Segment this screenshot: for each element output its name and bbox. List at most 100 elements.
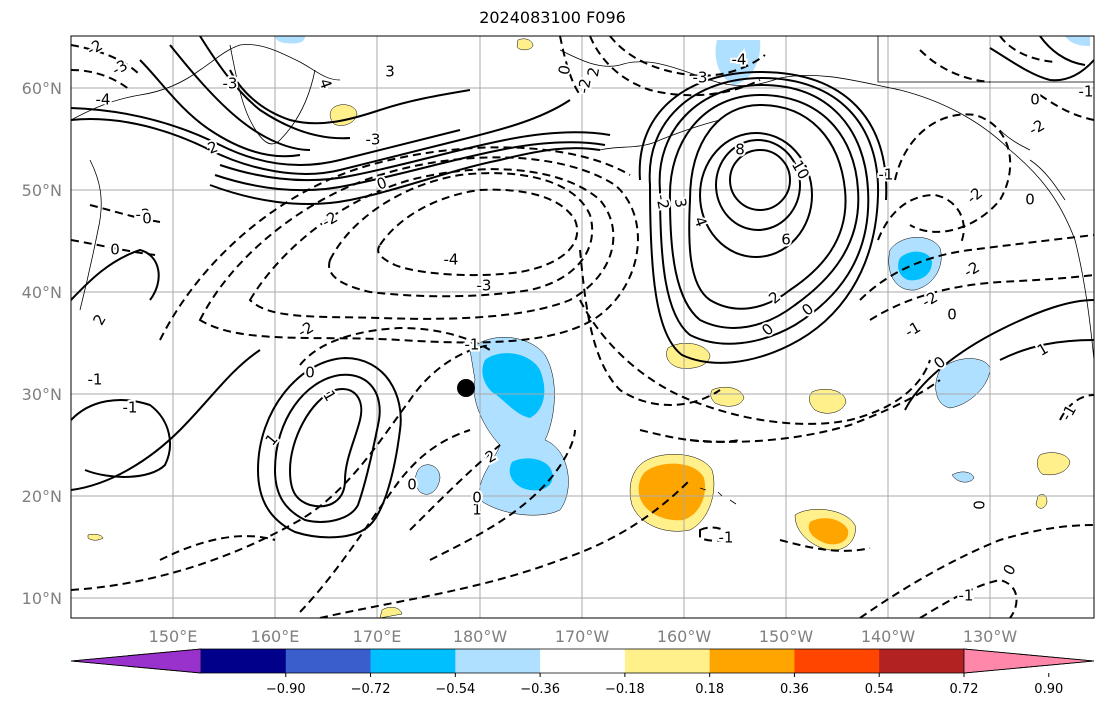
colorbar-tick-label: 0.90 (1034, 682, 1063, 697)
negative-anomaly-fill (1065, 36, 1090, 46)
lon-label: 180°W (453, 627, 508, 646)
contour-label: -1 (879, 166, 894, 184)
colorbar-tick-label: −0.18 (605, 682, 645, 697)
contour-label-halo: 0 (971, 500, 989, 510)
negative-anomaly-fill (275, 36, 305, 44)
strong-positive-anomaly-fill (808, 518, 849, 545)
colorbar-tick-label: 0.18 (695, 682, 724, 697)
contour-label-halo: -3 (223, 75, 238, 93)
contour-label-halo: 0 (110, 241, 120, 259)
strong-negative-anomaly-fill (509, 458, 553, 491)
positive-anomaly-fill (710, 387, 745, 407)
contour-label: 0 (1030, 91, 1040, 109)
negative-contours (71, 36, 1094, 618)
contour-label-halo: 8 (735, 141, 745, 159)
lat-label: 40°N (22, 283, 62, 302)
contour-label: -2 (574, 77, 594, 95)
colorbar: −0.90 −0.72 −0.54 −0.36 −0.18 0.18 0.36 0.54 0.7… (70, 648, 1095, 697)
contour-label: -1 (719, 529, 734, 547)
colorbar-tick-label: −0.72 (351, 682, 391, 697)
negative-anomaly-fill (715, 40, 761, 85)
contour-label: 6 (781, 231, 791, 249)
contour-label: -2 (652, 193, 672, 211)
contour-label: 0 (947, 306, 957, 324)
contour-label-halo: -1 (88, 371, 103, 389)
contour-label-halo: -2 (652, 193, 672, 211)
contour-label-halo: 0 (1025, 191, 1035, 209)
contour-label: 8 (735, 141, 745, 159)
contour-label-halo: -2 (574, 77, 594, 95)
contour-label: 0 (407, 476, 417, 494)
negative-anomaly-fill (951, 471, 975, 483)
contour-label: -1 (1079, 83, 1094, 101)
colorbar-segment (285, 649, 372, 673)
lon-label: 130°W (963, 627, 1018, 646)
colorbar-segment (709, 649, 795, 673)
positive-anomaly-fill (809, 389, 847, 414)
contour-label: -3 (366, 131, 381, 149)
contour-label-halo: 3 (385, 63, 395, 81)
colorbar-tick-label: 0.54 (865, 682, 894, 697)
colorbar-segment (624, 649, 711, 673)
contour-label-halo: -1 (123, 399, 138, 417)
contour-label: 0 (110, 241, 120, 259)
colorbar-tick-label: −0.90 (266, 682, 306, 697)
colorbar-segment (455, 649, 541, 673)
negative-anomaly-fill (935, 358, 991, 409)
positive-anomaly-fill (1035, 494, 1048, 509)
colorbar-over-extension (963, 648, 1095, 674)
lon-label: 160°W (657, 627, 712, 646)
contour-label: -4 (444, 251, 459, 269)
contour-label-halo: -3 (693, 69, 708, 87)
longitude-labels: 150°E 160°E 170°E 180°W 170°W 160°W 150°… (149, 627, 1018, 646)
contour-label-halo: 0 (305, 364, 315, 382)
lon-label: 160°E (251, 627, 300, 646)
contour-label-halo: 0 (947, 306, 957, 324)
contour-label: -1 (465, 336, 480, 354)
contour-label: 0 (555, 64, 574, 77)
lat-label: 20°N (22, 487, 62, 506)
storm-center-marker (457, 379, 475, 397)
strong-negative-anomaly-fill (482, 353, 545, 418)
strong-positive-anomaly-fill (638, 463, 706, 521)
positive-anomaly-fill (516, 38, 534, 51)
contour-label: -1 (123, 399, 138, 417)
map-title: 2024083100 F096 (479, 8, 626, 27)
lon-label: 140°W (861, 627, 916, 646)
colorbar-segment (540, 649, 626, 673)
colorbar-tick-label: −0.36 (520, 682, 560, 697)
contour-label-halo: -4 (732, 51, 747, 69)
colorbar-tick-label: −0.54 (435, 682, 475, 697)
lon-label: 150°W (759, 627, 814, 646)
map-border (70, 35, 1095, 619)
contour-label: -3 (693, 69, 708, 87)
coastlines (71, 36, 1094, 505)
contour-label: 0 (305, 364, 315, 382)
contour-label-halo: 0 (142, 210, 152, 228)
contour-label: 0 (1025, 191, 1035, 209)
contour-label-halo: -3 (366, 131, 381, 149)
contour-label: 2 (584, 66, 603, 79)
contour-label-halo: -2 (136, 206, 151, 224)
latitude-labels: 60°N 50°N 40°N 30°N 20°N 10°N (22, 79, 62, 608)
lon-label: 150°E (149, 627, 198, 646)
colorbar-segment (201, 649, 287, 673)
colorbar-outline (70, 648, 1095, 674)
contour-label-halo: -4 (96, 91, 111, 109)
colorbar-tick-label: 0.36 (780, 682, 809, 697)
contour-label-halo: 6 (781, 231, 791, 249)
positive-anomaly-fill (1037, 452, 1071, 476)
contour-label: -3 (223, 75, 238, 93)
contour-label-halo: -3 (477, 277, 492, 295)
colorbar-segment (370, 649, 456, 673)
contour-label: 0 (472, 489, 482, 507)
lon-label: 170°E (353, 627, 402, 646)
positive-anomaly-fill (87, 533, 104, 541)
strong-negative-anomaly-fill (898, 251, 932, 281)
contour-label: -1 (88, 371, 103, 389)
positive-anomaly-fill (329, 104, 358, 126)
contour-label-halo: -1 (879, 166, 894, 184)
contour-label-halo: 0 (472, 489, 482, 507)
negative-anomaly-fill (415, 464, 441, 495)
